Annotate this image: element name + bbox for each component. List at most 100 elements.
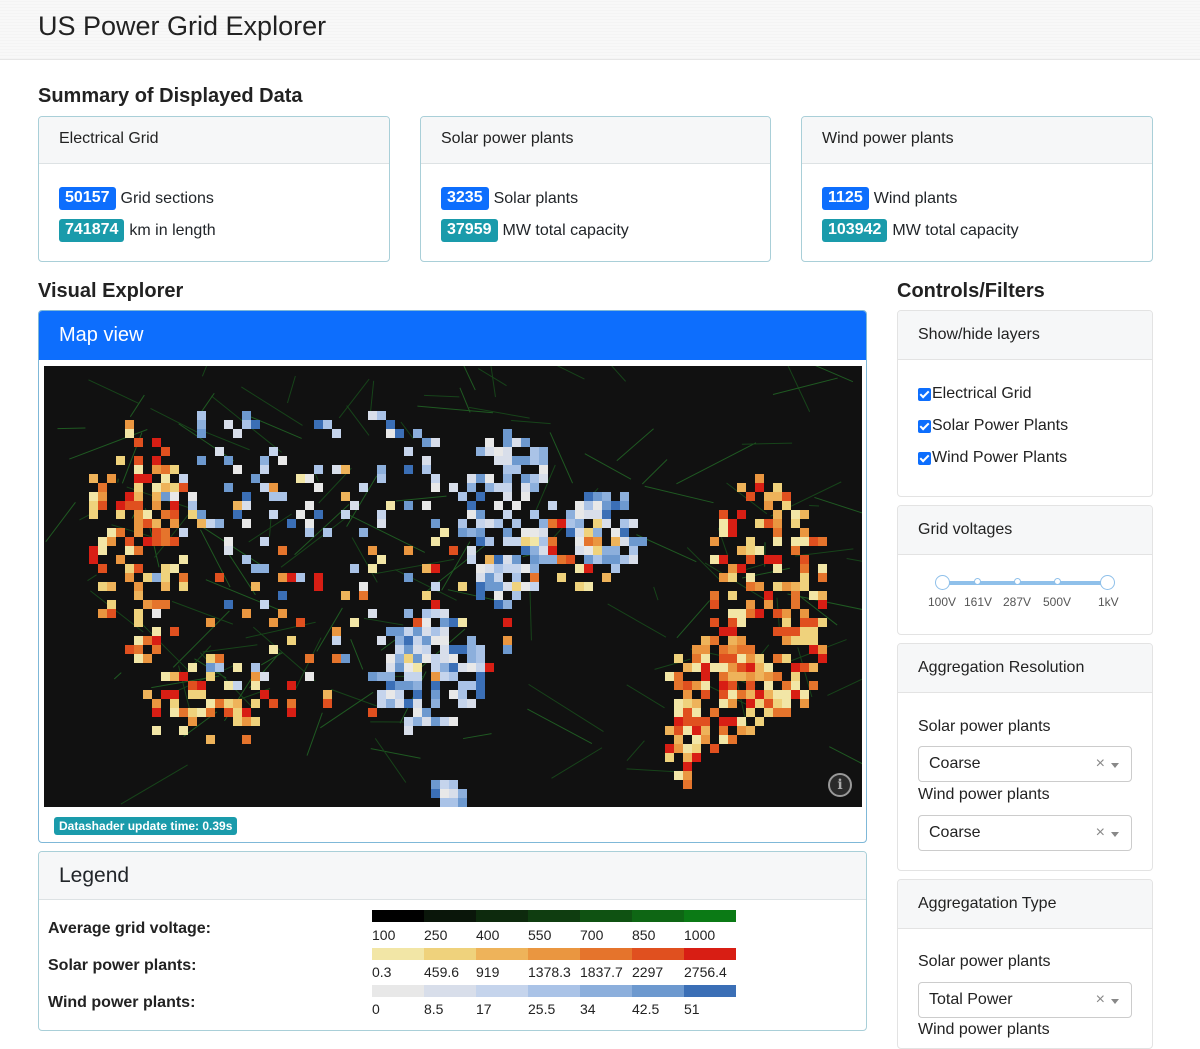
grid-line: [642, 460, 667, 484]
solar-plant-cell: [683, 681, 692, 690]
solar-plant-cell: [611, 537, 620, 546]
colorbar-swatch: [424, 948, 476, 960]
wind-plant-cell: [476, 492, 485, 501]
voltage-slider-max-handle[interactable]: [1100, 575, 1115, 590]
solar-plant-cell: [764, 501, 773, 510]
solar-plant-cell: [152, 636, 161, 645]
wind-plant-cell: [593, 501, 602, 510]
solar-plant-cell: [782, 627, 791, 636]
chevron-down-icon[interactable]: [1111, 763, 1119, 768]
solar-plant-cell: [755, 663, 764, 672]
checkbox-wind[interactable]: [918, 452, 931, 465]
wind-resolution-select[interactable]: Coarse ×: [918, 815, 1132, 851]
solar-type-select[interactable]: Total Power ×: [918, 982, 1132, 1018]
solar-plant-cell: [152, 438, 161, 447]
wind-plant-cell: [449, 717, 458, 726]
solar-plant-cell: [818, 591, 827, 600]
wind-plant-cell: [584, 492, 593, 501]
solar-plant-cell: [746, 699, 755, 708]
solar-plant-cell: [809, 537, 818, 546]
solar-plant-cell: [773, 627, 782, 636]
solar-plant-cell: [674, 726, 683, 735]
solar-resolution-select[interactable]: Coarse ×: [918, 746, 1132, 782]
info-icon[interactable]: i: [828, 773, 852, 797]
wind-plant-cell: [359, 483, 368, 492]
solar-card-header: Solar power plants: [421, 117, 770, 164]
wind-plant-cell: [476, 654, 485, 663]
clear-icon[interactable]: ×: [1096, 991, 1105, 1009]
wind-plant-cell: [332, 429, 341, 438]
wind-plant-cell: [485, 582, 494, 591]
grid-line: [347, 406, 369, 436]
wind-plant-cell: [449, 645, 458, 654]
colorbar-swatch: [632, 948, 684, 960]
power-grid-map[interactable]: [44, 366, 862, 807]
solar-plant-cell: [116, 456, 125, 465]
solar-plant-cell: [782, 699, 791, 708]
solar-plant-cell: [125, 537, 134, 546]
colorbar-swatch: [476, 910, 528, 922]
solar-plant-cell: [773, 582, 782, 591]
solar-plant-cell: [170, 708, 179, 717]
solar-plant-cell: [728, 519, 737, 528]
wind-plant-cell: [467, 510, 476, 519]
voltage-slider-min-handle[interactable]: [935, 575, 950, 590]
solar-plant-cell: [152, 537, 161, 546]
solar-plant-cell: [233, 699, 242, 708]
solar-plant-cell: [737, 618, 746, 627]
wind-plant-cell: [467, 555, 476, 564]
grid-line: [469, 407, 530, 418]
wind-plant-cell: [476, 645, 485, 654]
solar-legend-label: Solar power plants:: [48, 957, 196, 975]
solar-plant-cell: [692, 699, 701, 708]
wind-plant-cell: [404, 717, 413, 726]
map-canvas[interactable]: i: [44, 366, 862, 807]
clear-icon[interactable]: ×: [1096, 755, 1105, 773]
colorbar-swatch: [528, 985, 580, 997]
wind-plant-cell: [422, 717, 431, 726]
solar-plant-cell: [107, 528, 116, 537]
grid-line: [121, 765, 188, 804]
voltage-slider-track[interactable]: [941, 581, 1107, 585]
solar-plant-cell: [530, 537, 539, 546]
wind-plant-cell: [233, 510, 242, 519]
solar-plant-cell: [188, 681, 197, 690]
wind-plant-cell: [197, 429, 206, 438]
layer-toggle-wind[interactable]: Wind Power Plants: [918, 449, 1067, 467]
chevron-down-icon[interactable]: [1111, 999, 1119, 1004]
app-title: US Power Grid Explorer: [38, 11, 326, 42]
solar-plant-cell: [179, 582, 188, 591]
solar-plant-cell: [701, 645, 710, 654]
voltage-label: 100V: [928, 595, 956, 609]
checkbox-solar[interactable]: [918, 420, 931, 433]
wind-plant-cell: [413, 690, 422, 699]
solar-plant-cell: [746, 609, 755, 618]
layer-toggle-grid[interactable]: Electrical Grid: [918, 385, 1032, 403]
solar-plant-cell: [737, 645, 746, 654]
solar-plant-cell: [719, 510, 728, 519]
solar-plant-cell: [773, 555, 782, 564]
solar-plant-cell: [161, 528, 170, 537]
chevron-down-icon[interactable]: [1111, 832, 1119, 837]
solar-plant-cell: [413, 618, 422, 627]
wind-plant-cell: [539, 528, 548, 537]
layer-toggle-solar[interactable]: Solar Power Plants: [918, 417, 1068, 435]
clear-icon[interactable]: ×: [1096, 824, 1105, 842]
grid-line: [424, 395, 459, 396]
wind-plant-cell: [476, 663, 485, 672]
solar-plant-cell: [674, 654, 683, 663]
wind-plant-cell: [584, 546, 593, 555]
solar-plant-cell: [404, 654, 413, 663]
colorbar-tick-label: 100: [372, 927, 395, 943]
wind-plant-cell: [188, 501, 197, 510]
solar-plant-cell: [692, 753, 701, 762]
wind-plant-cell: [422, 645, 431, 654]
solar-plant-cell: [791, 681, 800, 690]
wind-plant-cell: [260, 564, 269, 573]
solar-plant-cell: [233, 501, 242, 510]
wind-plant-cell: [431, 474, 440, 483]
wind-plant-cell: [422, 501, 431, 510]
checkbox-grid[interactable]: [918, 388, 931, 401]
wind-plant-cell: [458, 690, 467, 699]
solar-plant-cell: [710, 537, 719, 546]
